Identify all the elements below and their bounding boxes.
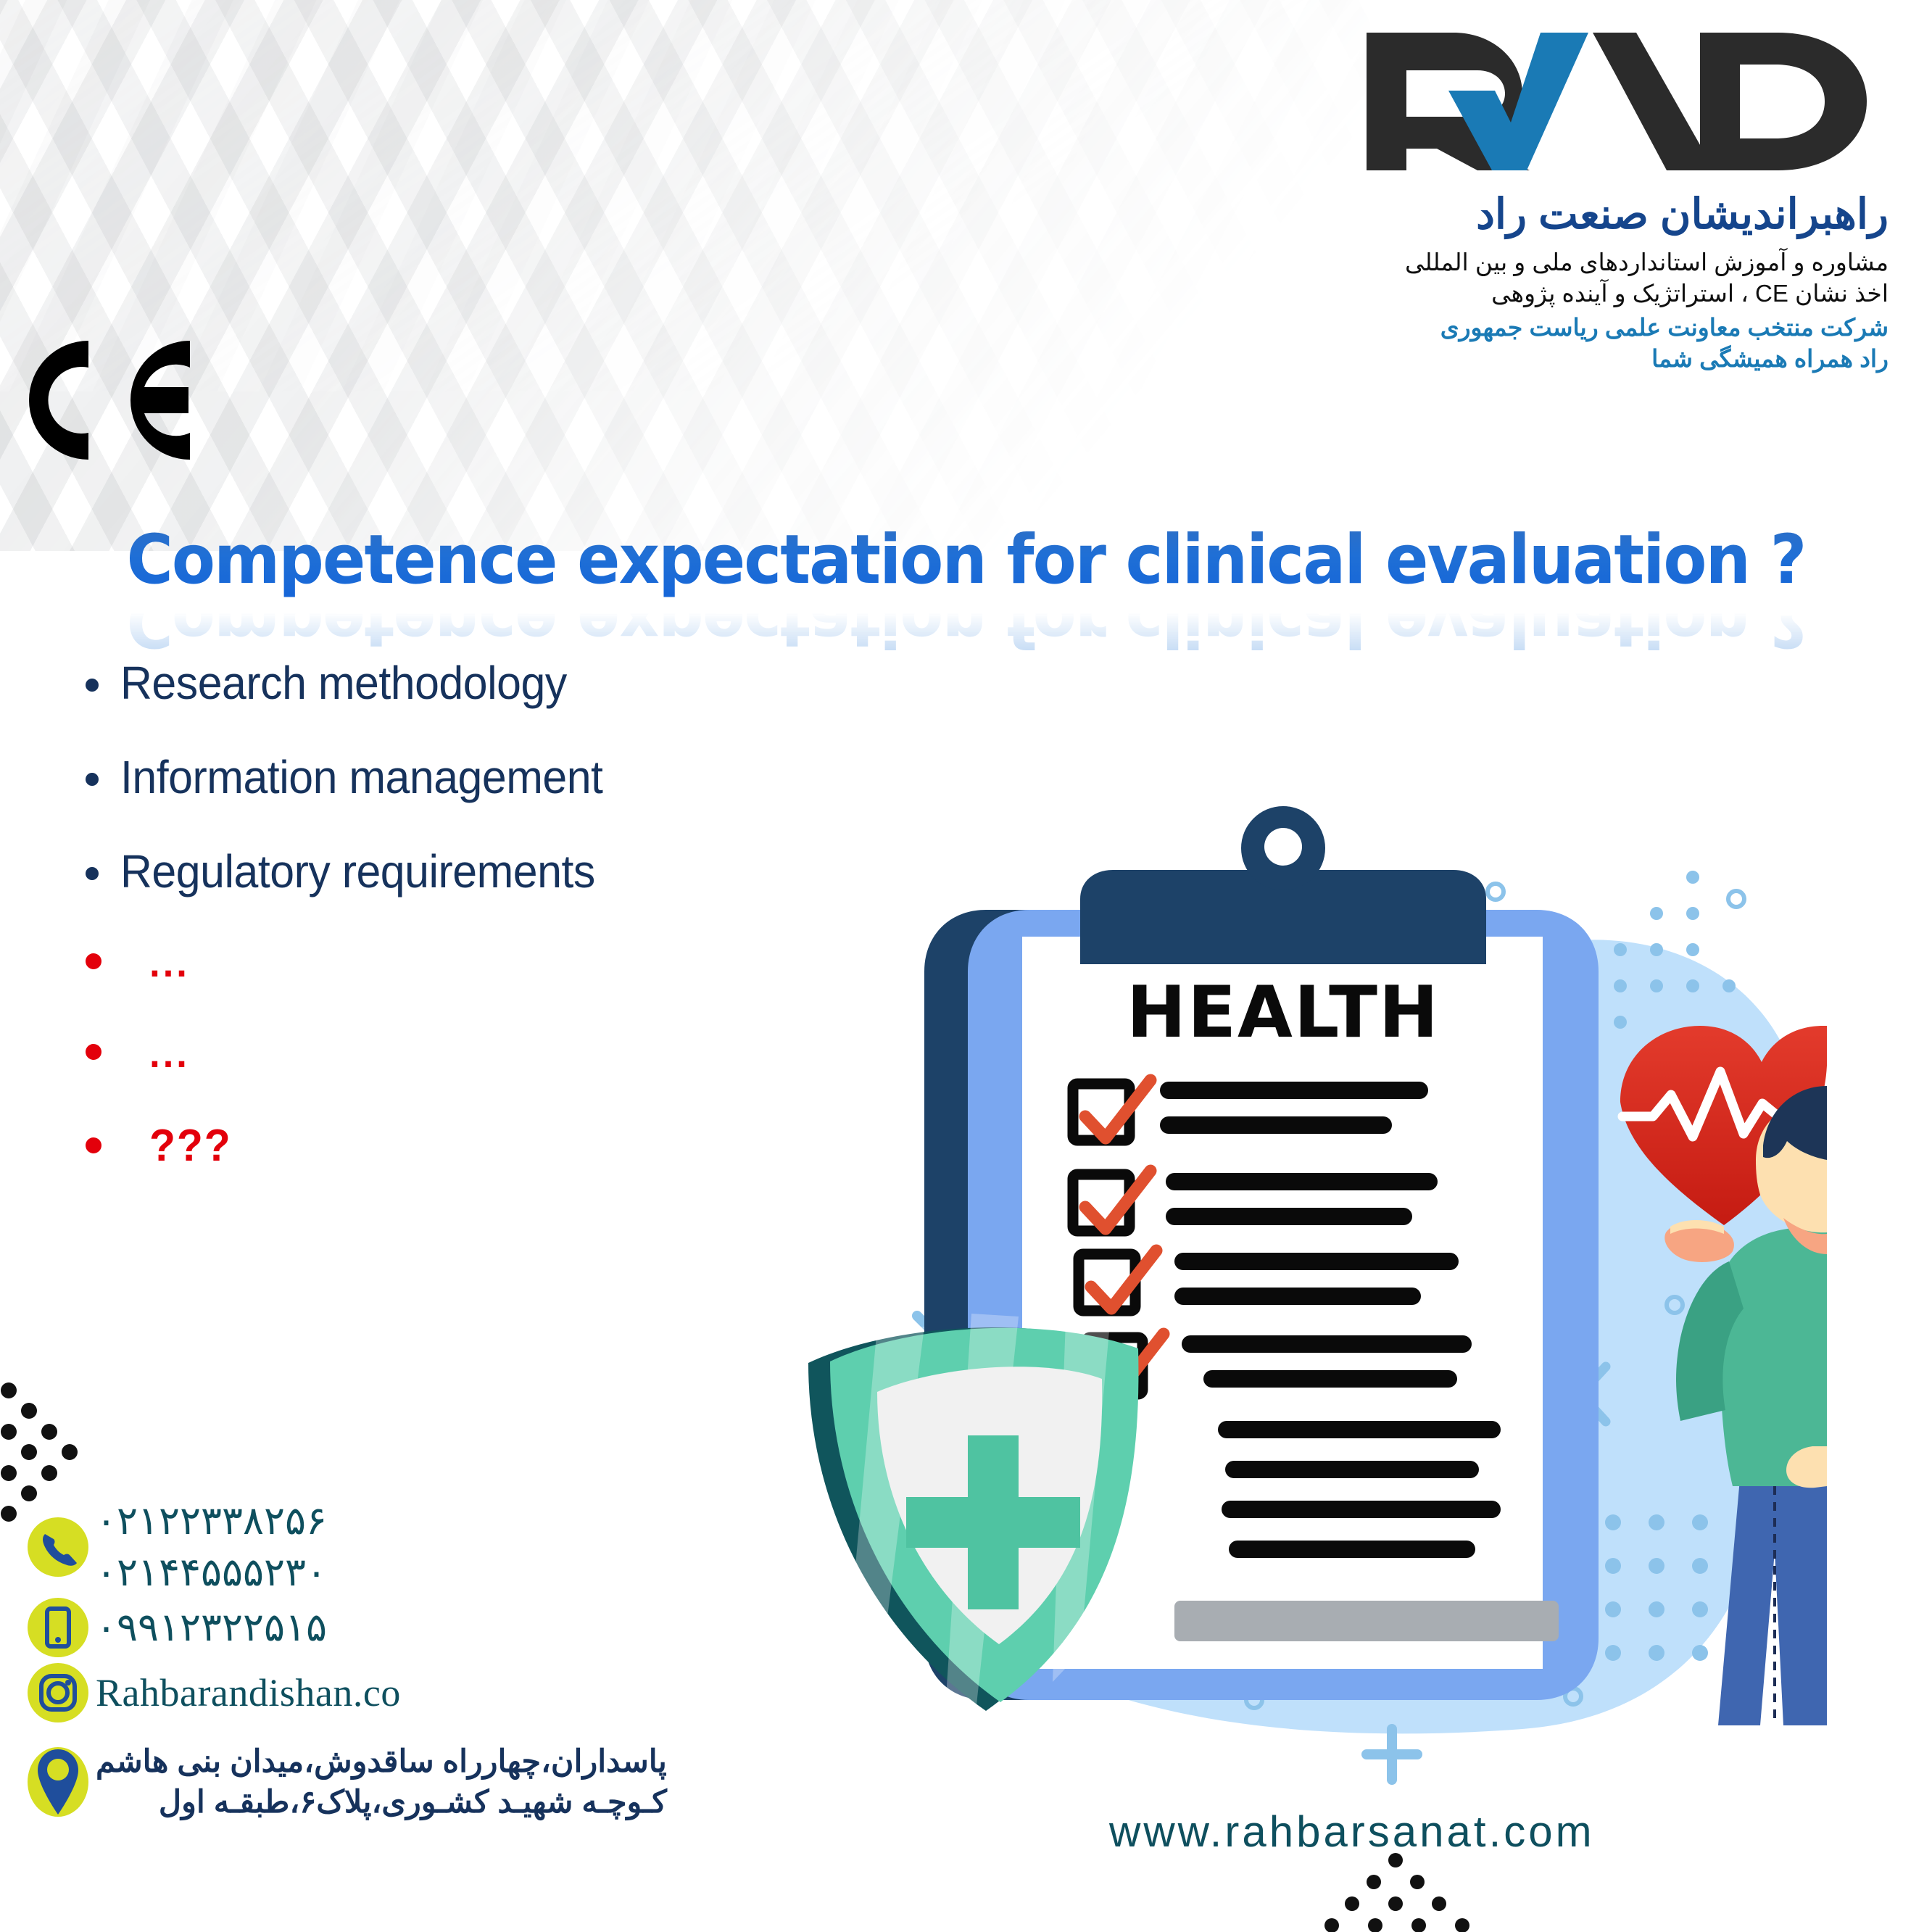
contact-row-address[interactable]: پاسداران،چهارراه ساقدوش،میدان بنی هاشم ک… (28, 1728, 760, 1836)
blob-dot-grid (1605, 871, 1736, 1661)
page-title: Competence expectation for clinical eval… (67, 521, 1864, 600)
bullet-dot-icon (86, 773, 99, 786)
company-logo-block: راهبراندیشان صنعت راد مشاوره و آموزش است… (1323, 7, 1889, 375)
bullet-label: ??? (149, 1121, 232, 1171)
list-item: ??? (86, 1120, 839, 1172)
decorative-dots-bottom (1324, 1853, 1469, 1932)
phone-number-2: ۰۲۱۴۴۵۵۵۲۳۰ (96, 1548, 328, 1595)
decorative-dots-left (1, 1382, 78, 1522)
company-accent-line2: راد همراه همیشگی شما (1651, 344, 1889, 372)
company-tagline-line2: اخذ نشان CE ، استراتژیک و آینده پژوهی (1491, 280, 1889, 307)
address-lines: پاسداران،چهارراه ساقدوش،میدان بنی هاشم ک… (96, 1741, 667, 1824)
ce-mark-icon (29, 341, 190, 460)
phone-icon (28, 1517, 88, 1577)
contact-row-mobile[interactable]: ۰۹۹۱۲۳۲۲۵۱۵ (28, 1597, 760, 1658)
bullet-dot-icon (86, 679, 99, 692)
list-item: ... (86, 939, 839, 986)
phone-number-1: ۰۲۱۲۲۳۳۸۲۵۶ (96, 1498, 328, 1543)
bullet-label: Regulatory requirements (120, 845, 595, 897)
company-accent-line1: شرکت منتخب معاونت علمی ریاست جمهوری (1440, 313, 1889, 341)
company-name-fa: راهبراندیشان صنعت راد (1476, 191, 1889, 238)
check-icon (1079, 1164, 1157, 1235)
contact-row-phone[interactable]: ۰۲۱۲۲۳۳۸۲۵۶ ۰۲۱۴۴۵۵۵۲۳۰ (28, 1498, 760, 1595)
check-icon (1079, 1074, 1157, 1145)
background-stripe-pattern (0, 0, 1508, 391)
health-shield-icon (808, 1314, 1139, 1718)
bullet-dot-icon (86, 1044, 101, 1060)
person-figure (1664, 1086, 1827, 1725)
rad-logo-icon (1367, 33, 1867, 170)
bullet-dot-icon (86, 1137, 101, 1153)
contact-block: ۰۲۱۲۲۳۳۸۲۵۶ ۰۲۱۴۴۵۵۵۲۳۰ ۰۹۹۱۲۳۲۲۵۱۵ Rahb… (28, 1498, 760, 1841)
bullet-list: Research methodology Information managem… (86, 656, 839, 1215)
address-line-2: کـوچـه شهیـد کشـوری،پلاک۶،طبقـه اول (158, 1785, 667, 1820)
list-item: ... (86, 1029, 839, 1077)
mobile-number: ۰۹۹۱۲۳۲۲۵۱۵ (96, 1604, 328, 1651)
page-title-reflection: Competence expectation for clinical eval… (67, 582, 1864, 661)
list-item: Information management (86, 750, 839, 804)
instagram-handle: Rahbarandishan.co (96, 1671, 401, 1715)
website-url[interactable]: www.rahbarsanat.com (1109, 1807, 1595, 1856)
instagram-icon (28, 1663, 88, 1723)
board-bottom-strip (1174, 1601, 1559, 1641)
bullet-label: Information management (120, 751, 603, 803)
checklist-rows (1067, 1074, 1501, 1558)
bullet-dot-icon (86, 867, 99, 880)
bullet-label: ... (149, 1030, 190, 1076)
contact-row-instagram[interactable]: Rahbarandishan.co (28, 1662, 760, 1723)
address-line-1: پاسداران،چهارراه ساقدوش،میدان بنی هاشم (96, 1744, 667, 1779)
page-title-zone: Competence expectation for clinical eval… (0, 521, 1932, 661)
company-tagline-line1: مشاوره و آموزش استانداردهای ملی و بین ال… (1405, 248, 1889, 275)
phone-numbers: ۰۲۱۲۲۳۳۸۲۵۶ ۰۲۱۴۴۵۵۵۲۳۰ (96, 1498, 328, 1595)
list-item: Research methodology (86, 656, 839, 710)
bullet-label: Research methodology (120, 657, 567, 709)
clipboard-title: HEALTH (1127, 971, 1440, 1054)
bullet-dot-icon (86, 953, 101, 969)
location-pin-icon (28, 1747, 88, 1817)
clipboard-clip-icon (1080, 806, 1486, 964)
check-icon (1085, 1244, 1163, 1315)
health-checklist-illustration: HEALTH (808, 806, 1827, 1785)
bullet-label: ... (149, 940, 190, 985)
list-item: Regulatory requirements (86, 845, 839, 898)
mobile-icon (28, 1598, 88, 1658)
